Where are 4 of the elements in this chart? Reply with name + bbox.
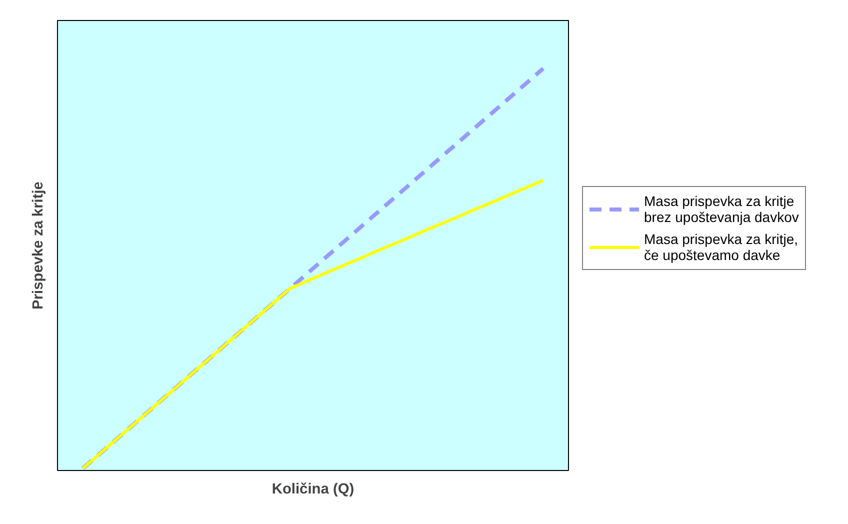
- legend-label: Masa prispevka za kritje brez upoštevanja davkov: [644, 193, 799, 225]
- x-axis-title: Količina (Q): [272, 482, 354, 498]
- legend-label: Masa prispevka za kritje, če upoštevamo davke: [644, 231, 798, 263]
- y-axis-title: Prispevke za kritje: [30, 182, 46, 310]
